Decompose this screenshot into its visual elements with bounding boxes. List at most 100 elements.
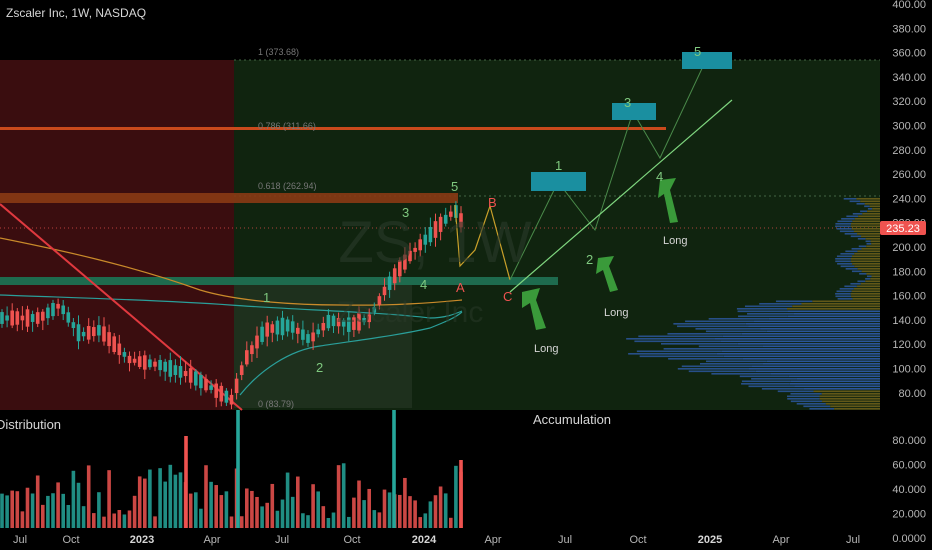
- volume-bar: [0, 493, 4, 528]
- candle-body: [5, 315, 9, 321]
- volume-profile-bar: [836, 228, 852, 230]
- volume-bar: [326, 517, 331, 528]
- volume-bar: [199, 508, 203, 528]
- target-box-wave-5[interactable]: [682, 52, 732, 69]
- candle-body: [296, 327, 300, 334]
- target-box-wave-3[interactable]: [612, 103, 656, 120]
- volume-bar: [173, 474, 178, 528]
- long-label-1: Long: [534, 343, 558, 355]
- volume-profile-bar: [677, 368, 749, 370]
- candle-body: [194, 371, 198, 386]
- price-tick-label: 180.00: [892, 266, 926, 278]
- volume-bar: [61, 493, 65, 528]
- price-tick-label: 120.00: [892, 339, 926, 351]
- price-tick-label: 360.00: [892, 48, 926, 60]
- volume-profile-bar: [857, 250, 880, 253]
- fib-label-0: 0 (83.79): [258, 399, 294, 409]
- symbol-title[interactable]: Zscaler Inc, 1W, NASDAQ: [6, 6, 147, 20]
- volume-profile-bar: [825, 403, 880, 405]
- moving-average-teal-lower: [239, 311, 463, 396]
- candle-body: [255, 335, 259, 349]
- volume-bar: [148, 469, 152, 528]
- volume-profile-bar: [796, 378, 880, 380]
- volume-profile-bar: [843, 198, 857, 200]
- volume-profile-bar: [851, 228, 880, 230]
- volume-tick-label: 80.000: [892, 435, 926, 447]
- volume-profile-bar: [850, 258, 880, 260]
- candle-body: [377, 296, 382, 305]
- volume-profile-bar: [851, 295, 880, 298]
- volume-profile-bar: [737, 310, 788, 313]
- last-price-label: 235.23: [886, 223, 920, 235]
- volume-bar: [296, 476, 300, 528]
- volume-bar: [265, 502, 269, 528]
- candle-body: [173, 365, 178, 376]
- volume-profile-bar: [853, 288, 880, 290]
- resistance-zone-0618[interactable]: [0, 193, 458, 203]
- volume-profile-bar: [722, 335, 880, 338]
- support-zone[interactable]: [0, 277, 558, 285]
- candle-body: [280, 317, 285, 336]
- volume-bar: [56, 482, 60, 528]
- volume-profile: [626, 198, 880, 410]
- volume-bar: [403, 477, 407, 528]
- projected-trend-line[interactable]: [509, 99, 733, 293]
- volume-profile-bar: [801, 303, 880, 305]
- candle-body: [341, 320, 346, 327]
- volume-profile-bar: [835, 258, 851, 260]
- candle-body: [433, 221, 438, 238]
- volume-profile-bar: [748, 385, 795, 388]
- volume-series: [0, 410, 463, 528]
- accumulation-inner-box: [234, 278, 412, 408]
- candle-body: [449, 211, 453, 217]
- accumulation-label: Accumulation: [533, 412, 611, 427]
- resistance-line-upper[interactable]: [0, 127, 666, 130]
- volume-profile-bar: [856, 203, 865, 205]
- volume-bar: [454, 465, 458, 528]
- price-tick-label: 200.00: [892, 242, 926, 254]
- fib-label-1: 1 (373.68): [258, 47, 299, 57]
- time-axis[interactable]: Jul Oct 2023 Apr Jul Oct 2024 Apr Jul Oct 2025 Apr J…: [13, 534, 860, 546]
- candle-body: [127, 355, 132, 364]
- long-arrow-2: [596, 256, 618, 292]
- volume-profile-bar: [700, 363, 764, 365]
- volume-profile-bar: [839, 288, 854, 290]
- volume-profile-bar: [835, 225, 851, 228]
- candle-body: [316, 329, 320, 335]
- candle-body: [214, 383, 218, 398]
- volume-tick-label: 40.000: [892, 484, 926, 496]
- volume-profile-bar: [850, 283, 861, 285]
- volume-bar: [122, 514, 127, 528]
- volume-profile-bar: [639, 355, 724, 358]
- volume-profile-bar: [857, 238, 866, 240]
- wave-label-B: B: [488, 195, 497, 210]
- candle-body: [102, 326, 106, 342]
- candle-body: [30, 314, 35, 322]
- target-box-wave-1[interactable]: [531, 172, 586, 191]
- volume-bar: [92, 513, 96, 528]
- volume-profile-bar: [775, 300, 813, 303]
- projected-wave-label-5: 5: [694, 44, 701, 59]
- volume-profile-bar: [857, 233, 880, 235]
- volume-profile-bar: [688, 370, 756, 373]
- volume-profile-bar: [859, 273, 867, 275]
- projected-wave-label-4: 4: [656, 169, 663, 184]
- volume-profile-bar: [636, 350, 722, 353]
- volume-profile-bar: [803, 388, 880, 390]
- volume-profile-bar: [857, 280, 866, 283]
- volume-profile-bar: [634, 340, 721, 343]
- volume-profile-bar: [787, 308, 880, 310]
- volume-axis[interactable]: 80.000 60.000 40.000 20.000 0.0000: [892, 435, 926, 545]
- candle-body: [311, 332, 315, 342]
- long-label-3: Long: [663, 235, 687, 247]
- candle-body: [10, 310, 14, 326]
- volume-profile-bar: [766, 360, 880, 363]
- volume-tick-label: 20.000: [892, 509, 926, 521]
- price-tick-label: 320.00: [892, 96, 926, 108]
- candle-body: [41, 311, 45, 321]
- candle-body: [285, 319, 290, 332]
- long-arrow-3: [658, 178, 678, 223]
- volume-bar: [209, 481, 213, 528]
